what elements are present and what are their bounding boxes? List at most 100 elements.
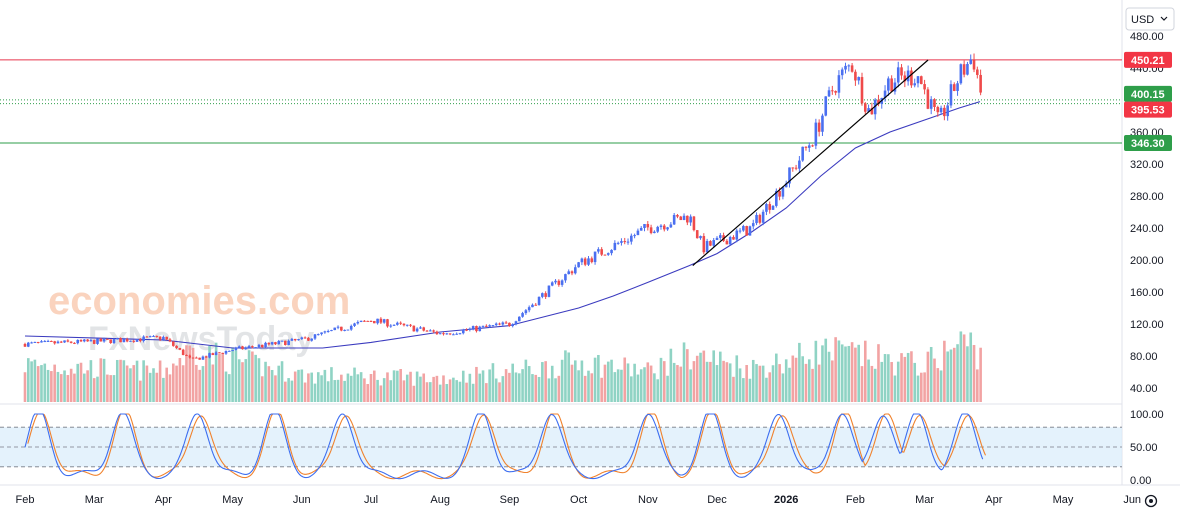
candle-body[interactable] [831,90,834,92]
candle-body[interactable] [63,340,66,343]
stochastic-panel[interactable]: 100.00 50.00 0.00 [0,409,1164,487]
candle-body[interactable] [610,249,613,254]
candle-body[interactable] [883,90,887,98]
candle-body[interactable] [461,329,465,334]
candle-body[interactable] [471,326,475,329]
candle-body[interactable] [326,330,330,332]
candle-body[interactable] [241,346,244,349]
candle-body[interactable] [718,235,722,238]
candle-body[interactable] [613,242,617,250]
settings-button[interactable] [1144,494,1158,508]
candle-body[interactable] [784,183,788,188]
candle-body[interactable] [850,65,854,72]
candle-body[interactable] [33,341,37,343]
candle-body[interactable] [122,339,126,343]
candle-body[interactable] [455,333,458,335]
candle-body[interactable] [547,285,551,297]
candle-body[interactable] [435,331,439,335]
candle-body[interactable] [300,337,304,340]
candle-body[interactable] [438,333,442,335]
candle-body[interactable] [254,347,257,349]
candle-body[interactable] [59,341,63,343]
candle-body[interactable] [666,227,669,230]
candle-body[interactable] [264,342,267,348]
candle-body[interactable] [478,326,482,332]
candle-body[interactable] [567,271,571,275]
candle-body[interactable] [672,214,676,225]
candle-body[interactable] [188,355,192,358]
candle-body[interactable] [165,336,168,340]
candle-body[interactable] [198,357,201,360]
time-axis[interactable]: Feb Mar Apr May Jun Jul Aug Sep Oct Nov Dec 2026 Feb… [16,494,1142,506]
candle-body[interactable] [396,322,399,325]
candle-body[interactable] [465,329,468,331]
candle-body[interactable] [43,341,47,343]
candle-body[interactable] [577,262,580,268]
candle-body[interactable] [817,122,821,132]
trendline[interactable] [692,59,929,267]
candle-body[interactable] [432,330,435,332]
candle-body[interactable] [860,77,864,104]
candle-body[interactable] [643,224,646,228]
candle-body[interactable] [524,310,528,314]
candle-body[interactable] [488,325,491,327]
candle-body[interactable] [50,340,53,342]
candle-body[interactable] [66,340,70,342]
candle-body[interactable] [363,320,366,322]
candle-body[interactable] [933,99,936,108]
candle-body[interactable] [501,322,505,325]
candle-body[interactable] [755,214,758,224]
candle-body[interactable] [966,63,969,75]
candle-body[interactable] [399,322,402,324]
candle-body[interactable] [527,307,531,311]
candle-body[interactable] [452,334,455,336]
candle-body[interactable] [626,241,630,243]
candle-body[interactable] [834,91,837,93]
candle-body[interactable] [270,342,274,345]
candle-body[interactable] [53,341,56,344]
candle-body[interactable] [616,242,620,244]
candle-body[interactable] [804,146,808,148]
candle-body[interactable] [857,77,860,81]
candle-body[interactable] [969,59,973,64]
candle-body[interactable] [115,338,119,340]
candle-body[interactable] [214,352,218,356]
candle-body[interactable] [725,240,729,245]
candle-body[interactable] [748,226,752,236]
candle-body[interactable] [76,339,80,344]
candle-body[interactable] [86,339,89,342]
candle-body[interactable] [135,339,139,342]
candle-body[interactable] [946,105,949,117]
candle-body[interactable] [593,251,597,263]
candle-body[interactable] [376,318,379,324]
candle-body[interactable] [732,236,735,240]
candle-body[interactable] [340,326,343,331]
candle-body[interactable] [260,344,264,348]
candle-body[interactable] [274,342,277,345]
candle-body[interactable] [409,324,412,326]
candle-body[interactable] [69,341,73,343]
candle-body[interactable] [158,336,162,340]
candle-body[interactable] [508,322,511,327]
candle-body[interactable] [290,338,294,341]
candle-body[interactable] [445,333,449,335]
candle-body[interactable] [751,223,755,227]
candle-body[interactable] [847,65,851,67]
candle-body[interactable] [129,340,132,342]
candle-body[interactable] [491,325,495,327]
candle-body[interactable] [587,258,590,265]
candle-body[interactable] [392,324,396,326]
candle-body[interactable] [735,230,739,240]
candle-body[interactable] [412,325,416,332]
candle-body[interactable] [162,336,165,340]
candle-body[interactable] [168,339,172,342]
candle-body[interactable] [923,84,926,90]
candle-body[interactable] [814,122,818,146]
candle-body[interactable] [83,339,86,342]
candle-body[interactable] [827,90,831,97]
candle-body[interactable] [247,346,251,348]
candle-body[interactable] [23,344,27,347]
candle-body[interactable] [379,318,383,323]
candle-body[interactable] [152,335,155,337]
candle-body[interactable] [745,226,748,236]
